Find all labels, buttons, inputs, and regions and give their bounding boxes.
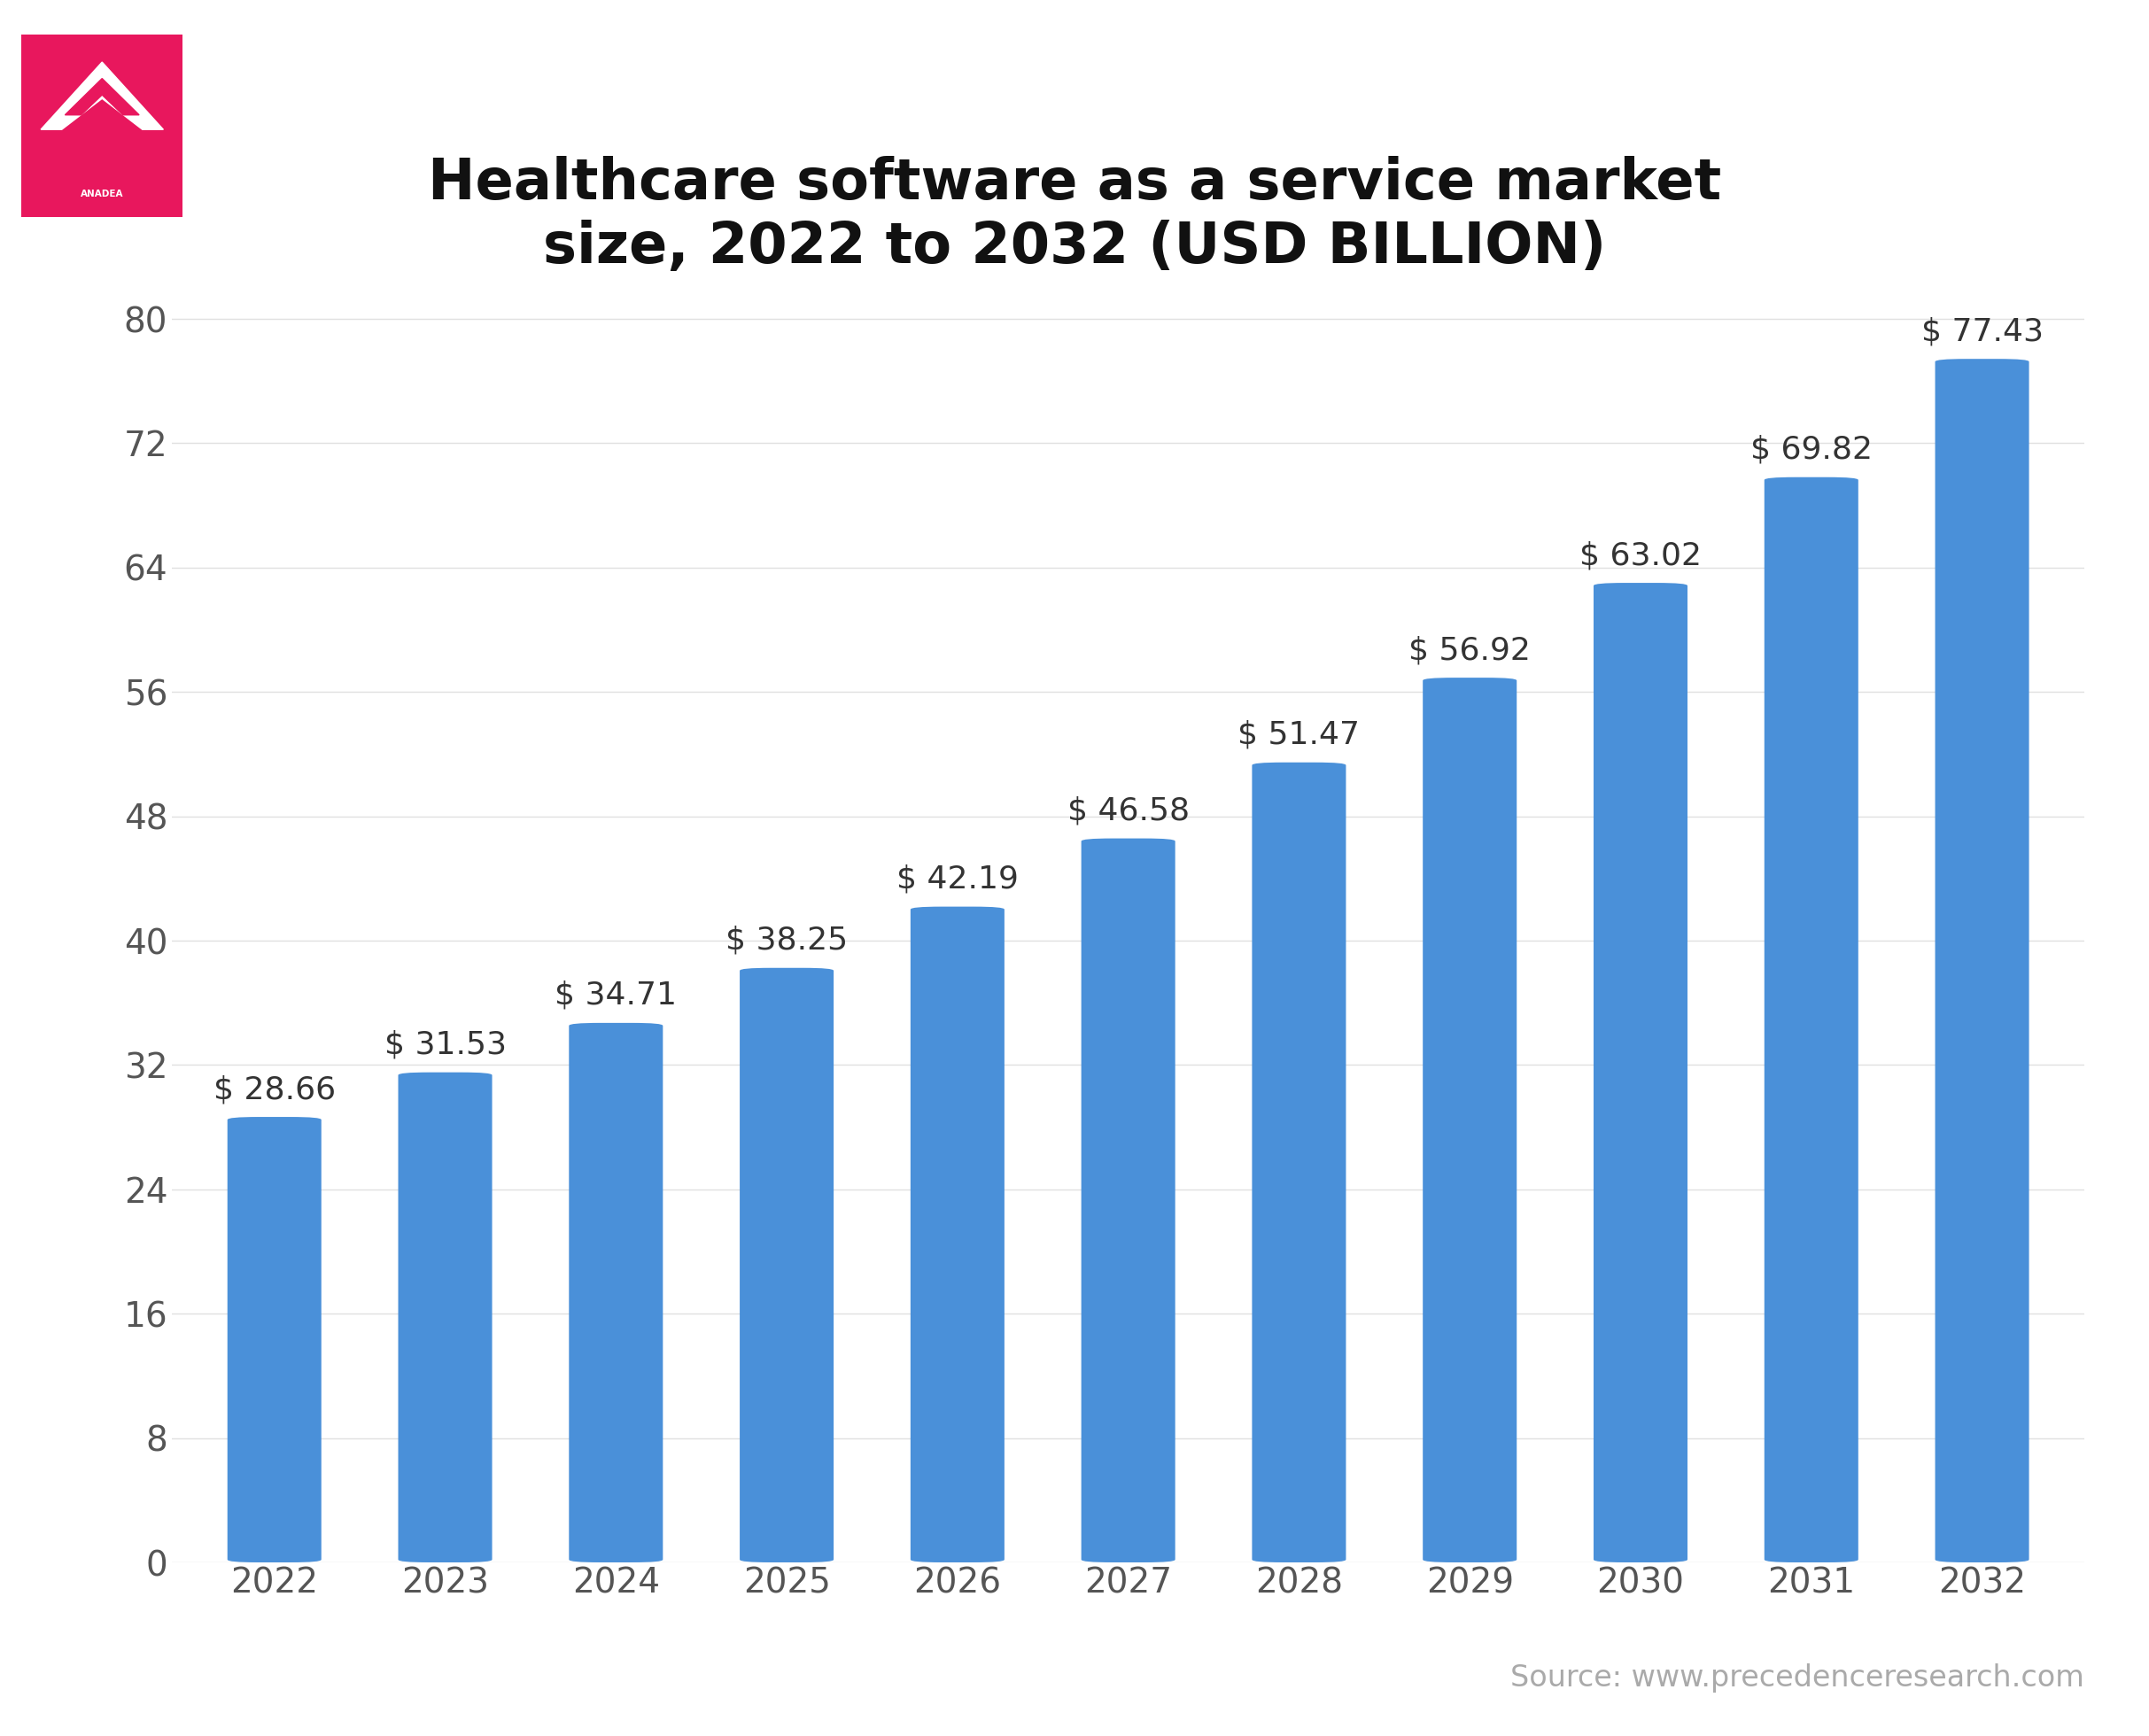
FancyBboxPatch shape bbox=[1934, 359, 2029, 1562]
FancyBboxPatch shape bbox=[569, 1023, 662, 1562]
Polygon shape bbox=[41, 62, 163, 130]
Text: $ 77.43: $ 77.43 bbox=[1921, 316, 2044, 347]
Text: $ 34.71: $ 34.71 bbox=[554, 981, 677, 1010]
Text: $ 38.25: $ 38.25 bbox=[726, 925, 849, 955]
FancyBboxPatch shape bbox=[739, 969, 834, 1562]
Polygon shape bbox=[64, 78, 140, 115]
FancyBboxPatch shape bbox=[1595, 583, 1687, 1562]
FancyBboxPatch shape bbox=[1081, 838, 1176, 1562]
Text: $ 31.53: $ 31.53 bbox=[385, 1029, 507, 1061]
FancyBboxPatch shape bbox=[1253, 762, 1345, 1562]
Text: $ 28.66: $ 28.66 bbox=[213, 1075, 335, 1104]
Text: Healthcare software as a service market
size, 2022 to 2032 (USD BILLION): Healthcare software as a service market … bbox=[428, 156, 1721, 274]
FancyBboxPatch shape bbox=[1764, 477, 1859, 1562]
Text: Source: www.precedenceresearch.com: Source: www.precedenceresearch.com bbox=[1511, 1663, 2085, 1693]
Text: $ 69.82: $ 69.82 bbox=[1749, 434, 1872, 465]
Text: $ 42.19: $ 42.19 bbox=[896, 865, 1019, 894]
Text: $ 63.02: $ 63.02 bbox=[1580, 540, 1702, 571]
FancyBboxPatch shape bbox=[911, 906, 1004, 1562]
FancyBboxPatch shape bbox=[398, 1073, 492, 1562]
FancyBboxPatch shape bbox=[228, 1116, 322, 1562]
Text: $ 51.47: $ 51.47 bbox=[1238, 720, 1360, 750]
Text: ANADEA: ANADEA bbox=[82, 189, 122, 200]
FancyBboxPatch shape bbox=[1423, 677, 1517, 1562]
Text: $ 56.92: $ 56.92 bbox=[1410, 635, 1530, 665]
Text: $ 46.58: $ 46.58 bbox=[1068, 795, 1188, 826]
